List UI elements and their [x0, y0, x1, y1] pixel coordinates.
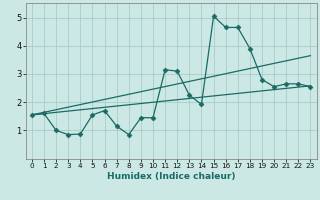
X-axis label: Humidex (Indice chaleur): Humidex (Indice chaleur)	[107, 172, 236, 181]
